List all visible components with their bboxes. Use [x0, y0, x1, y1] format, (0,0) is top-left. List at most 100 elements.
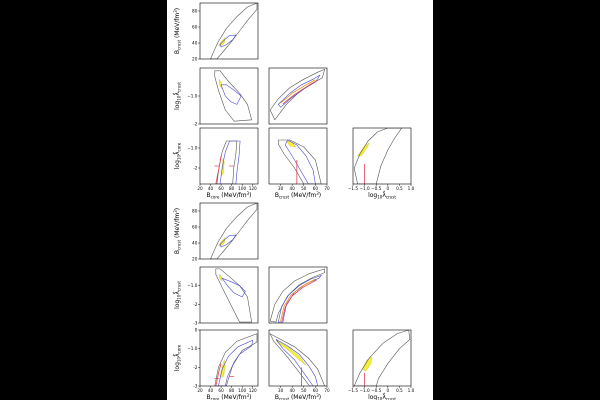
credible-region-fill: [218, 36, 226, 47]
x-tick-label: 0: [386, 186, 389, 191]
outer-contour: [210, 3, 258, 59]
y-tick-label: −1.0: [187, 146, 198, 151]
panel-frame: [199, 329, 259, 387]
x-tick-label: 100: [238, 388, 246, 393]
red-curve: [281, 279, 317, 323]
x-axis-label-bcore: Bcore (MeV/fm3): [207, 393, 252, 400]
panel-upper-Bcrust-logcrust: [268, 67, 328, 125]
credible-region-fill: [362, 356, 372, 372]
x-tick-label: 0.5: [396, 186, 403, 191]
panel-upper-Bcore-logcrust: -2 −1.0: [187, 67, 259, 127]
x-tick-label: 50: [301, 186, 307, 191]
y-tick-label: 60: [192, 25, 198, 30]
credible-region-fill: [218, 274, 223, 282]
panel-lower-Bcore-logcrust: -3 -2 −1.0: [187, 266, 259, 326]
x-tick-label: 20: [197, 388, 203, 393]
inner-contour: [219, 140, 241, 184]
inner-contour: [219, 234, 237, 248]
outer-contour: [215, 268, 253, 323]
x-tick-label: 50: [301, 388, 307, 393]
x-tick-label: −0.5: [371, 186, 382, 191]
panel-frame: [268, 67, 328, 125]
x-tick-label: 40: [208, 388, 214, 393]
panel-upper-logcrust-logcore: −1.5 −1.0 −0.5 0 0.5 1.0: [348, 127, 415, 191]
panel-frame: [199, 127, 259, 185]
x-tick-label: 40: [290, 388, 296, 393]
y-tick-label: 20: [192, 257, 198, 262]
inner-contour: [218, 339, 254, 386]
outer-contour: [269, 268, 325, 323]
y-tick-label: -2: [193, 122, 198, 127]
y-tick-label: -2: [193, 365, 198, 370]
x-tick-label: −0.5: [371, 388, 382, 393]
x-tick-label: 120: [249, 186, 257, 191]
outer-contour: [214, 333, 258, 386]
x-axis-label-bcrust: Bcrust (MeV/fm3): [275, 191, 321, 199]
panel-frame: [199, 202, 259, 260]
y-tick-label: -2: [193, 166, 198, 171]
x-tick-label: 60: [313, 186, 319, 191]
outer-contour: [269, 68, 326, 121]
red-curve: [215, 363, 222, 386]
y-axis-label-logcore: log10λ̂core: [174, 142, 181, 169]
panel-lower-Bcrust-logcrust: [268, 266, 328, 324]
x-tick-label: 60: [218, 388, 224, 393]
y-tick-label: 20: [192, 57, 198, 62]
outer-contour: [353, 128, 403, 184]
y-tick-label: 0: [195, 328, 198, 333]
y-axis-label-logcore: log10λ̂core: [174, 344, 181, 371]
x-tick-label: 0.5: [396, 388, 403, 393]
panel-upper-Bcore-Bcrust: 20 40 60 80: [192, 2, 259, 62]
y-tick-label: 40: [192, 41, 198, 46]
x-axis-label-bcore: Bcore (MeV/fm3): [207, 191, 252, 199]
credible-region-fill: [218, 79, 223, 90]
y-tick-label: 40: [192, 241, 198, 246]
x-tick-label: 0: [386, 388, 389, 393]
y-axis-label-bcrust: Bcrust (MeV/fm3): [173, 208, 181, 254]
x-tick-label: 30: [278, 186, 284, 191]
x-tick-label: 80: [229, 388, 235, 393]
inner-contour: [284, 139, 316, 184]
x-tick-label: 60: [313, 388, 319, 393]
x-tick-label: 100: [238, 186, 246, 191]
y-tick-label: −1.0: [187, 283, 198, 288]
x-tick-label: 20: [197, 186, 203, 191]
inner-contour: [275, 339, 319, 386]
panel-upper-Bcore-logcore: 20 40 60 80 100 120 -2 −1.0: [187, 127, 259, 191]
x-tick-label: −1.5: [348, 388, 359, 393]
x-tick-label: 70: [324, 186, 330, 191]
y-tick-label: −1.0: [187, 346, 198, 351]
red-curve: [282, 79, 318, 105]
x-axis-label-bcrust: Bcrust (MeV/fm3): [275, 393, 321, 400]
x-axis-label-logcrust: log10λ̂crust: [368, 192, 396, 199]
panel-frame: [268, 127, 328, 185]
orange-curve: [280, 278, 316, 322]
x-tick-label: 40: [208, 186, 214, 191]
panel-frame: [268, 329, 328, 387]
panel-frame: [352, 329, 412, 387]
y-tick-label: -2: [193, 302, 198, 307]
panel-frame: [352, 127, 412, 185]
panel-lower-Bcore-Bcrust: 20 40 60 80: [192, 202, 259, 262]
inner-contour: [277, 274, 323, 323]
orange-curve: [280, 79, 316, 104]
inner-contour: [219, 34, 237, 48]
panel-lower-logcrust-logcore: −1.5 −1.0 −0.5 0 0.5 1.0: [348, 329, 415, 393]
x-tick-label: 80: [229, 186, 235, 191]
credible-region-fill: [357, 142, 370, 157]
panel-lower-Bcore-logcore: 20 40 60 80 100 120 -3 -2 −1.0 0: [187, 328, 259, 393]
y-tick-label: -3: [193, 321, 198, 326]
x-tick-label: 60: [218, 186, 224, 191]
x-axis-label-logcrust: log10λ̂crust: [368, 394, 396, 400]
y-tick-label: 80: [192, 9, 198, 14]
inner-contour: [277, 74, 321, 108]
y-tick-label: 60: [192, 225, 198, 230]
x-tick-label: 40: [290, 186, 296, 191]
outer-contour: [353, 330, 411, 386]
x-tick-label: −1.0: [360, 186, 371, 191]
x-tick-label: 1.0: [408, 388, 415, 393]
x-tick-label: 30: [278, 388, 284, 393]
red-curve: [215, 155, 222, 184]
outer-contour: [214, 70, 253, 122]
inner-contour: [221, 277, 246, 298]
